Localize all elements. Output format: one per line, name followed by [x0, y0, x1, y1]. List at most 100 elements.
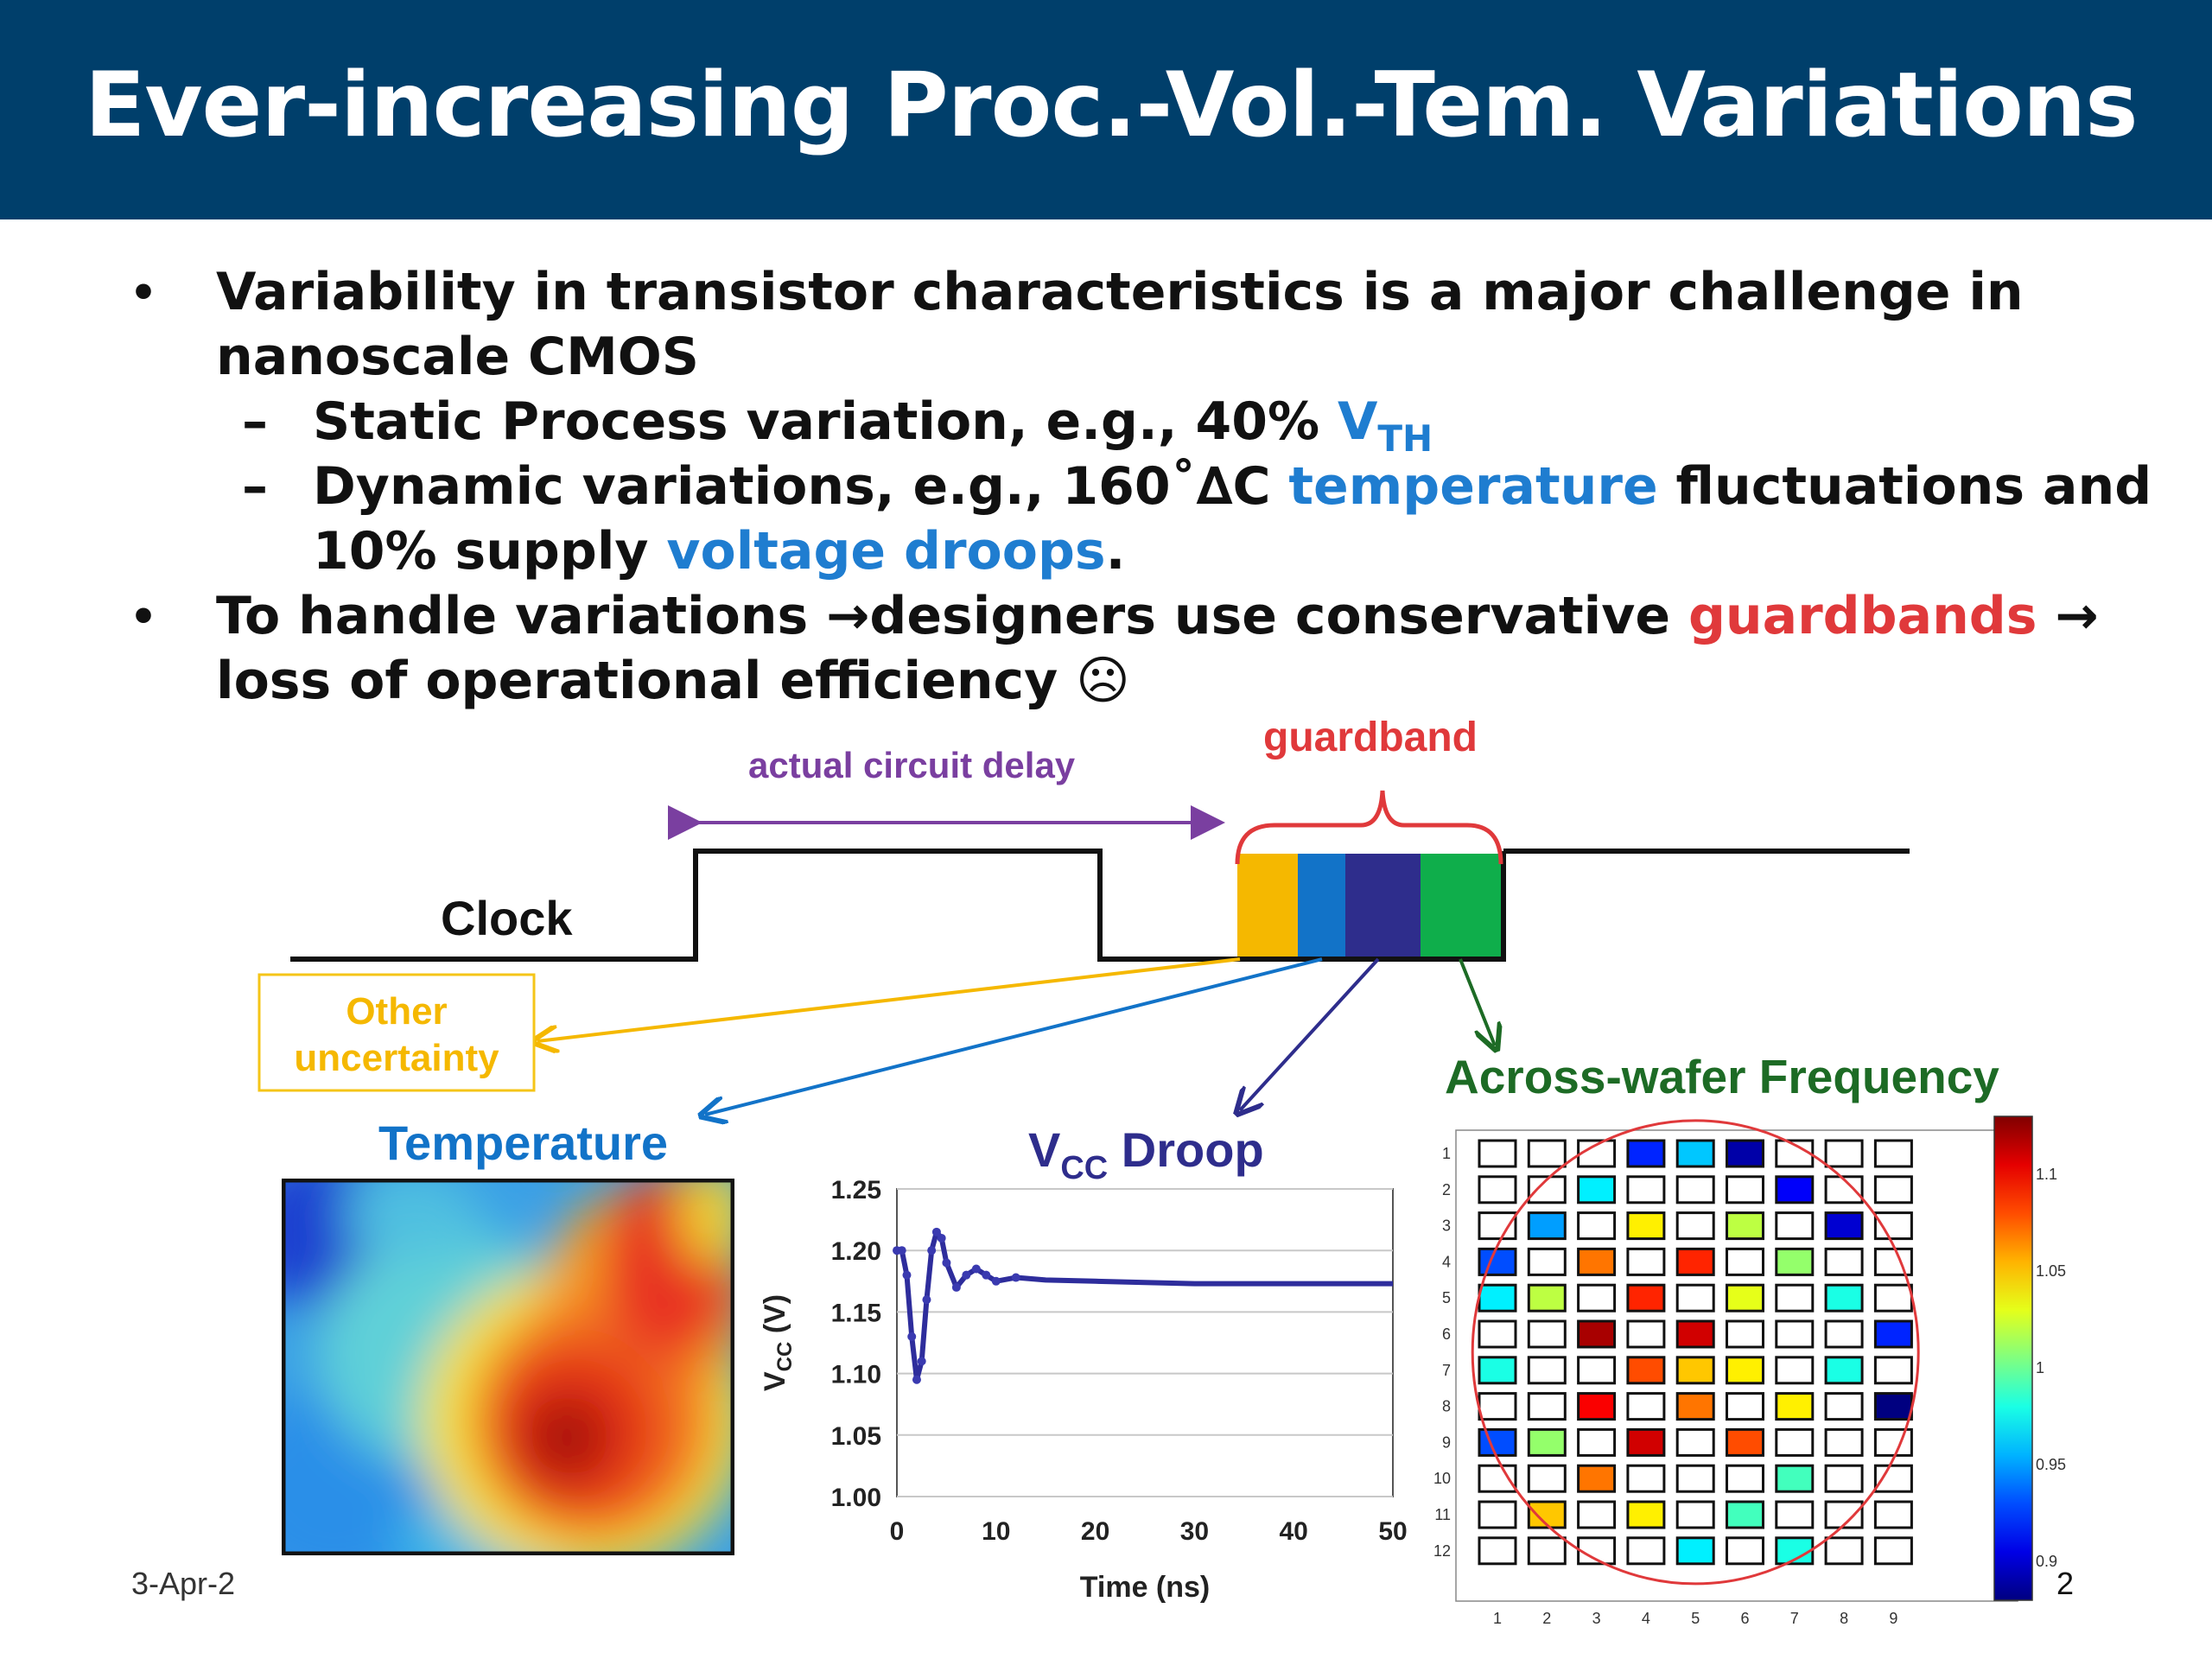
wafer-cell — [1775, 1392, 1815, 1421]
wafer-y-tick: 9 — [1442, 1433, 1451, 1451]
wafer-cell — [1626, 1392, 1666, 1421]
vcc-data-point — [962, 1270, 971, 1280]
wafer-x-tick: 5 — [1691, 1610, 1700, 1624]
wafer-cell — [1726, 1427, 1764, 1457]
wafer-cell — [1726, 1283, 1764, 1313]
wafer-cell — [1824, 1247, 1864, 1276]
vcc-data-point — [912, 1375, 921, 1384]
voltage-droops-highlight: voltage droops — [666, 521, 1106, 582]
bullet-2-text-b: designers use conservative — [869, 586, 1688, 646]
y-tick-label: 1.20 — [831, 1237, 881, 1266]
colorbar-tick: 0.9 — [2036, 1553, 2057, 1570]
wafer-x-tick: 7 — [1790, 1610, 1799, 1624]
wafer-cell — [1775, 1319, 1815, 1349]
other-label-line-2: uncertainty — [294, 1037, 499, 1079]
y-axis-label: VCC (V) — [759, 1294, 797, 1391]
wafer-cell — [1873, 1536, 1913, 1566]
wafer-y-tick: 1 — [1442, 1145, 1451, 1162]
wafer-x-tick: 2 — [1542, 1610, 1551, 1624]
wafer-x-tick: 4 — [1642, 1610, 1650, 1624]
wafer-cell — [1726, 1139, 1764, 1168]
wafer-cell — [1577, 1211, 1617, 1241]
wafer-cell — [1527, 1211, 1567, 1241]
wafer-cell — [1675, 1392, 1715, 1421]
guardbands-highlight: guardbands — [1688, 586, 2037, 646]
wafer-cell — [1478, 1427, 1517, 1457]
wafer-cell — [1873, 1175, 1913, 1205]
wafer-cell — [1527, 1175, 1567, 1205]
wafer-cell — [1775, 1247, 1815, 1276]
wafer-cell — [1726, 1356, 1764, 1385]
vcc-data-point — [917, 1357, 926, 1366]
wafer-cell — [1478, 1500, 1517, 1529]
vcc-v: V — [1028, 1122, 1061, 1177]
y-tick-label: 1.15 — [831, 1299, 881, 1327]
wafer-cell — [1775, 1536, 1815, 1566]
wafer-cell — [1527, 1464, 1567, 1493]
arrow-icon: → — [826, 586, 870, 646]
wafer-y-tick: 7 — [1442, 1362, 1451, 1379]
wafer-cell — [1577, 1500, 1617, 1529]
title-bar: Ever-increasing Proc.-Vol.-Tem. Variatio… — [0, 0, 2212, 219]
wafer-cell — [1675, 1427, 1715, 1457]
wafer-cell — [1478, 1356, 1517, 1385]
sub-bullet-dash: – — [242, 456, 268, 517]
wafer-cell — [1873, 1500, 1913, 1529]
wafer-x-tick: 8 — [1840, 1610, 1848, 1624]
wafer-cell — [1775, 1500, 1815, 1529]
wafer-y-tick: 8 — [1442, 1398, 1451, 1415]
sub-bullet-1-text: Static Process variation, e.g., 40% — [313, 391, 1338, 452]
guardband-block-vcc — [1345, 854, 1421, 959]
vth-label: V — [1337, 391, 1378, 452]
page-number: 2 — [2056, 1566, 2075, 1601]
sub-bullet-2-text-c: 10% supply — [313, 521, 667, 582]
guardband-block-other — [1237, 854, 1298, 959]
y-tick-label: 1.25 — [831, 1176, 881, 1205]
wafer-cell — [1775, 1356, 1815, 1385]
wafer-x-tick: 1 — [1493, 1610, 1502, 1624]
wafer-cell — [1527, 1139, 1567, 1168]
wafer-cell — [1726, 1392, 1764, 1421]
wafer-x-tick: 6 — [1740, 1610, 1749, 1624]
wafer-cell — [1527, 1392, 1567, 1421]
guardband-block-temperature — [1298, 854, 1345, 959]
wafer-arrow — [1459, 958, 1495, 1046]
wafer-cell — [1824, 1319, 1864, 1349]
bullet-2-line-1: To handle variations →designers use cons… — [216, 590, 2099, 642]
wafer-cell — [1873, 1392, 1913, 1421]
guardband-label: guardband — [1263, 715, 1478, 760]
wafer-cell — [1873, 1319, 1913, 1349]
colorbar-tick: 0.95 — [2036, 1456, 2066, 1473]
wafer-x-tick: 3 — [1592, 1610, 1601, 1624]
wafer-cell — [1675, 1464, 1715, 1493]
bullet-1-line-2: nanoscale CMOS — [216, 327, 700, 387]
colorbar — [1993, 1116, 2033, 1601]
other-uncertainty-arrow — [537, 957, 1241, 1041]
slide-title: Ever-increasing Proc.-Vol.-Tem. Variatio… — [85, 54, 2139, 157]
vcc-data-point — [991, 1276, 1001, 1286]
wafer-cell — [1626, 1283, 1666, 1313]
bullet-2-line-2: loss of operational efficiency ☹ — [216, 651, 1130, 711]
wafer-cell — [1824, 1392, 1864, 1421]
wafer-cell — [1577, 1247, 1617, 1276]
wafer-cell — [1775, 1175, 1815, 1205]
bullet-dot: • — [130, 268, 157, 318]
other-uncertainty-box — [257, 973, 536, 1092]
vcc-data-point — [927, 1246, 937, 1255]
wafer-y-tick: 4 — [1442, 1253, 1451, 1270]
wafer-cell — [1726, 1247, 1764, 1276]
wafer-cell — [1775, 1211, 1815, 1241]
sub-bullet-1: Static Process variation, e.g., 40% VTH — [313, 396, 1433, 457]
wafer-cell — [1873, 1356, 1913, 1385]
vcc-data-point — [971, 1264, 981, 1274]
wafer-cell — [1626, 1175, 1666, 1205]
wafer-cell — [1873, 1139, 1913, 1168]
x-tick-label: 50 — [1378, 1517, 1407, 1546]
wafer-cell — [1775, 1464, 1815, 1493]
wafer-cell — [1824, 1464, 1864, 1493]
clock-waveform — [290, 849, 1237, 962]
wafer-x-tick: 9 — [1889, 1610, 1897, 1624]
temperature-label: Temperature — [378, 1116, 669, 1170]
